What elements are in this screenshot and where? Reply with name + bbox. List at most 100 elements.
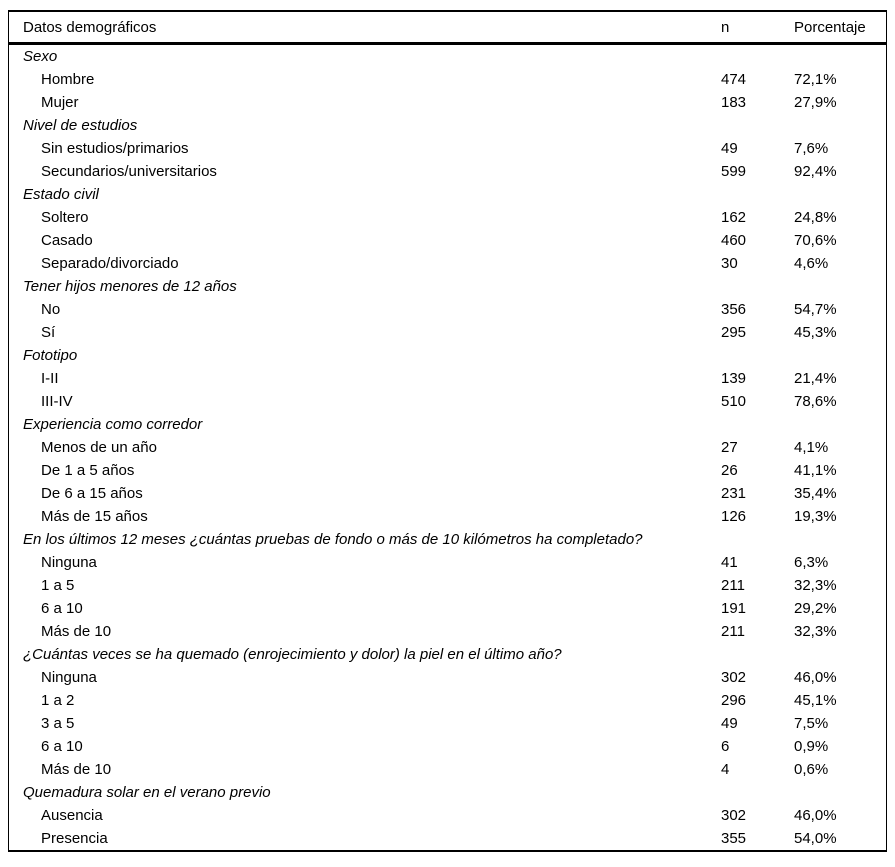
table-row: Hombre 474 72,1% xyxy=(9,68,886,91)
table-row: De 1 a 5 años 26 41,1% xyxy=(9,459,886,482)
section-header-row: Fototipo xyxy=(9,344,886,367)
row-label: Sí xyxy=(41,324,56,341)
table-row: Más de 15 años 126 19,3% xyxy=(9,505,886,528)
row-percentage-value: 45,1% xyxy=(794,692,837,709)
row-n-value: 6 xyxy=(721,738,730,755)
table-row: Soltero 162 24,8% xyxy=(9,206,886,229)
table-row: 1 a 2 296 45,1% xyxy=(9,689,886,712)
row-n-value: 211 xyxy=(721,577,745,594)
row-label: Ninguna xyxy=(41,669,97,686)
row-label: Ausencia xyxy=(41,807,103,824)
row-label: 1 a 2 xyxy=(41,692,75,709)
section-header-row: Nivel de estudios xyxy=(9,114,886,137)
table-row: 6 a 10 191 29,2% xyxy=(9,597,886,620)
row-percentage-value: 45,3% xyxy=(794,324,837,341)
section-label: Estado civil xyxy=(23,186,99,203)
table-row: Sin estudios/primarios 49 7,6% xyxy=(9,137,886,160)
column-header-n: n xyxy=(721,18,730,36)
row-n-value: 356 xyxy=(721,301,747,318)
section-label: Fototipo xyxy=(23,347,78,364)
table-row: Presencia 355 54,0% xyxy=(9,827,886,850)
table-row: Ninguna 302 46,0% xyxy=(9,666,886,689)
column-header-porcentaje: Porcentaje xyxy=(794,18,866,36)
row-n-value: 4 xyxy=(721,761,730,778)
section-label: ¿Cuántas veces se ha quemado (enrojecimi… xyxy=(23,646,562,663)
row-label: Menos de un año xyxy=(41,439,157,456)
table-row: 6 a 10 6 0,9% xyxy=(9,735,886,758)
row-label: No xyxy=(41,301,61,318)
row-label: Más de 10 xyxy=(41,623,112,640)
row-n-value: 460 xyxy=(721,232,747,249)
table-header-row: Datos demográficos n Porcentaje xyxy=(9,12,886,45)
row-n-value: 474 xyxy=(721,71,747,88)
section-header-row: ¿Cuántas veces se ha quemado (enrojecimi… xyxy=(9,643,886,666)
row-percentage-value: 35,4% xyxy=(794,485,837,502)
row-label: 1 a 5 xyxy=(41,577,75,594)
row-n-value: 510 xyxy=(721,393,747,410)
row-n-value: 49 xyxy=(721,715,738,732)
row-label: Casado xyxy=(41,232,93,249)
row-n-value: 139 xyxy=(721,370,747,387)
row-n-value: 41 xyxy=(721,554,738,571)
table-row: Ausencia 302 46,0% xyxy=(9,804,886,827)
table-row: 1 a 5 211 32,3% xyxy=(9,574,886,597)
row-label: I-II xyxy=(41,370,59,387)
row-label: Más de 15 años xyxy=(41,508,148,525)
row-n-value: 27 xyxy=(721,439,738,456)
table-row: Secundarios/universitarios 599 92,4% xyxy=(9,160,886,183)
row-percentage-value: 41,1% xyxy=(794,462,837,479)
section-header-row: Tener hijos menores de 12 años xyxy=(9,275,886,298)
demographics-table: Datos demográficos n Porcentaje Sexo Homb… xyxy=(8,10,887,852)
row-percentage-value: 92,4% xyxy=(794,163,837,180)
row-percentage-value: 0,9% xyxy=(794,738,829,755)
row-n-value: 295 xyxy=(721,324,747,341)
row-label: De 6 a 15 años xyxy=(41,485,143,502)
row-n-value: 211 xyxy=(721,623,745,640)
table-row: Sí 295 45,3% xyxy=(9,321,886,344)
row-label: Soltero xyxy=(41,209,89,226)
table-body: Sexo Hombre 474 72,1% Mujer 183 27,9% Nivel de … xyxy=(9,45,886,850)
row-label: Presencia xyxy=(41,830,108,847)
table-row: De 6 a 15 años 231 35,4% xyxy=(9,482,886,505)
row-label: Separado/divorciado xyxy=(41,255,179,272)
table-row: Separado/divorciado 30 4,6% xyxy=(9,252,886,275)
row-percentage-value: 27,9% xyxy=(794,94,837,111)
section-label: Tener hijos menores de 12 años xyxy=(23,278,237,295)
row-label: De 1 a 5 años xyxy=(41,462,135,479)
row-n-value: 126 xyxy=(721,508,747,525)
section-header-row: Experiencia como corredor xyxy=(9,413,886,436)
row-percentage-value: 54,7% xyxy=(794,301,837,318)
table-row: 3 a 5 49 7,5% xyxy=(9,712,886,735)
section-label: Experiencia como corredor xyxy=(23,416,203,433)
row-label: Más de 10 xyxy=(41,761,112,778)
row-label: 6 a 10 xyxy=(41,600,83,617)
row-percentage-value: 78,6% xyxy=(794,393,837,410)
row-n-value: 26 xyxy=(721,462,738,479)
row-percentage-value: 70,6% xyxy=(794,232,837,249)
row-percentage-value: 4,6% xyxy=(794,255,829,272)
table-row: Más de 10 4 0,6% xyxy=(9,758,886,781)
row-percentage-value: 46,0% xyxy=(794,807,837,824)
row-percentage-value: 72,1% xyxy=(794,71,837,88)
table-row: Menos de un año 27 4,1% xyxy=(9,436,886,459)
section-label: Nivel de estudios xyxy=(23,117,138,134)
row-label: 3 a 5 xyxy=(41,715,75,732)
row-n-value: 162 xyxy=(721,209,747,226)
row-percentage-value: 19,3% xyxy=(794,508,837,525)
column-header-datos-demograficos: Datos demográficos xyxy=(23,18,157,36)
row-n-value: 30 xyxy=(721,255,738,272)
row-percentage-value: 29,2% xyxy=(794,600,837,617)
row-label: 6 a 10 xyxy=(41,738,83,755)
section-label: Sexo xyxy=(23,48,58,65)
row-n-value: 191 xyxy=(721,600,747,617)
row-label: Secundarios/universitarios xyxy=(41,163,217,180)
row-n-value: 302 xyxy=(721,669,747,686)
row-label: III-IV xyxy=(41,393,73,410)
row-n-value: 183 xyxy=(721,94,747,111)
row-n-value: 599 xyxy=(721,163,747,180)
row-n-value: 296 xyxy=(721,692,747,709)
section-label: Quemadura solar en el verano previo xyxy=(23,784,271,801)
table-row: III-IV 510 78,6% xyxy=(9,390,886,413)
row-percentage-value: 6,3% xyxy=(794,554,829,571)
row-label: Mujer xyxy=(41,94,79,111)
